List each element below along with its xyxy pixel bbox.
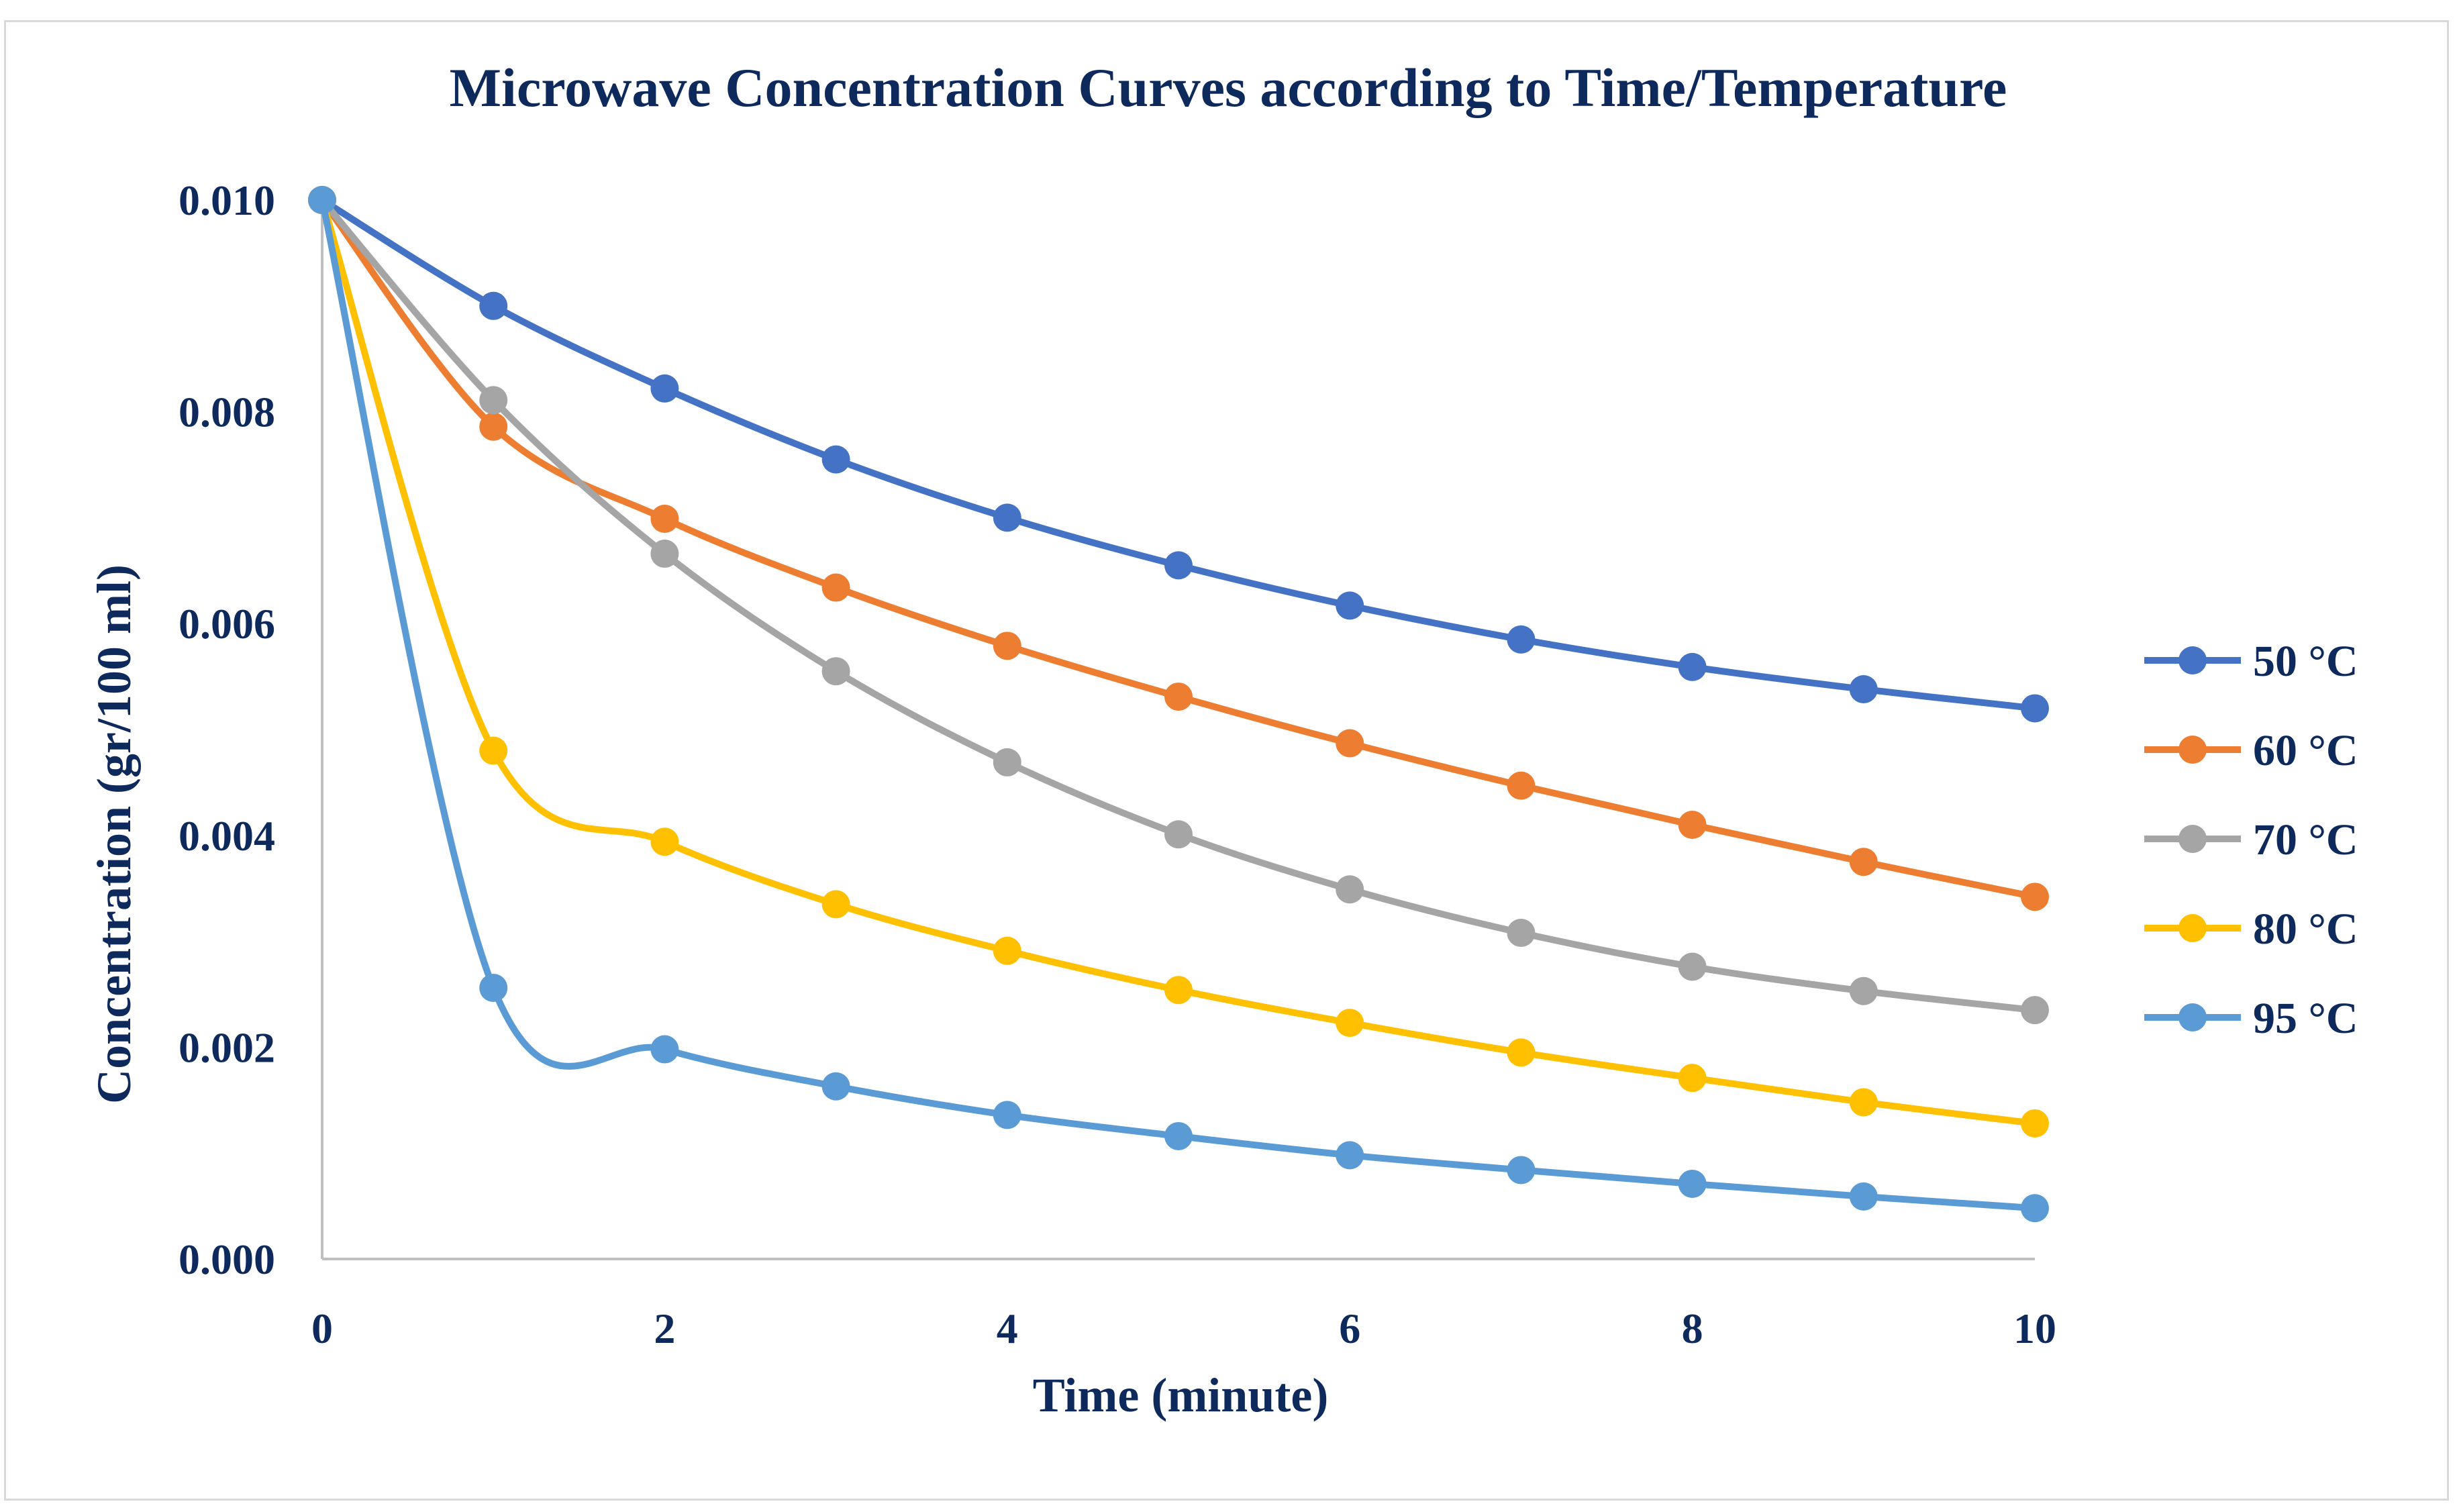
data-point (650, 1035, 679, 1064)
data-point (821, 657, 850, 686)
data-point (1336, 1141, 1364, 1170)
data-point (1507, 625, 1536, 654)
data-point (308, 186, 336, 214)
series-95-c (308, 186, 2049, 1223)
chart-svg: Microwave Concentration Curves according… (87, 57, 2358, 1422)
series-line (319, 197, 2038, 1127)
y-tick-label: 0.006 (179, 600, 275, 648)
legend-entry: 70 °C (2144, 815, 2358, 864)
series-70-c (308, 186, 2049, 1025)
legend-label: 50 °C (2253, 637, 2358, 686)
series-line (319, 197, 2038, 712)
x-tick-label: 2 (654, 1305, 675, 1352)
x-tick-label: 0 (311, 1305, 333, 1352)
x-axis-title: Time (minute) (1033, 1368, 1329, 1422)
y-axis-title: Concentration (gr/100 ml) (87, 564, 141, 1104)
x-tick-label: 8 (1682, 1305, 1703, 1352)
data-point (479, 736, 508, 765)
legend-swatch-marker (2178, 1003, 2207, 1031)
y-tick-label: 0.000 (179, 1236, 275, 1283)
data-point (650, 504, 679, 533)
legend-entry: 80 °C (2144, 905, 2358, 954)
data-point (1849, 675, 1878, 704)
data-point (1507, 918, 1536, 947)
data-point (479, 386, 508, 415)
x-tick-label: 4 (997, 1305, 1018, 1352)
data-point (1507, 771, 1536, 800)
series-line (319, 197, 2038, 1014)
data-point (2021, 996, 2049, 1025)
data-point (821, 445, 850, 474)
legend-swatch-marker (2178, 646, 2207, 674)
tick-labels: 0 2 4 6 8 10 0.000 0.002 0.004 0.006 0.008 0.010 (179, 177, 2056, 1352)
data-point (2021, 1109, 2049, 1138)
data-point (1507, 1038, 1536, 1067)
data-point (1678, 811, 1707, 840)
chart-frame: Microwave Concentration Curves according… (4, 20, 2449, 1501)
data-point (1336, 729, 1364, 758)
data-point (821, 890, 850, 919)
legend-swatch-marker (2178, 914, 2207, 942)
y-tick-label: 0.008 (179, 389, 275, 436)
data-point (1336, 875, 1364, 904)
data-point (479, 412, 508, 441)
data-point (1849, 848, 1878, 876)
axes-layer (321, 200, 2035, 1260)
data-point (650, 540, 679, 568)
data-point (1164, 820, 1193, 849)
data-point (1678, 1169, 1707, 1198)
legend-label: 60 °C (2253, 726, 2358, 775)
data-point (1507, 1156, 1536, 1185)
legend-entry: 50 °C (2144, 637, 2358, 686)
data-point (1849, 976, 1878, 1005)
legend-label: 70 °C (2253, 815, 2358, 864)
data-point (1849, 1088, 1878, 1117)
legend: 50 °C 60 °C 70 °C 80 °C 95 °C (2144, 637, 2358, 1043)
data-point (993, 1101, 1021, 1129)
legend-entry: 60 °C (2144, 726, 2358, 775)
legend-swatch-marker (2178, 736, 2207, 764)
chart-title: Microwave Concentration Curves according… (450, 57, 2007, 118)
y-tick-label: 0.002 (179, 1023, 275, 1071)
data-point (479, 291, 508, 320)
data-point (821, 573, 850, 602)
data-point (2021, 883, 2049, 911)
data-point (650, 374, 679, 403)
data-point (1336, 591, 1364, 620)
data-point (1678, 1064, 1707, 1093)
series-line (319, 197, 2038, 901)
legend-swatch-marker (2178, 825, 2207, 853)
data-point (1164, 683, 1193, 711)
legend-label: 95 °C (2253, 994, 2358, 1043)
data-point (993, 503, 1021, 532)
legend-label: 80 °C (2253, 905, 2358, 954)
data-point (1164, 976, 1193, 1005)
data-point (1164, 551, 1193, 580)
series-60-c (308, 186, 2049, 911)
data-point (1678, 652, 1707, 681)
data-point (2021, 694, 2049, 723)
data-point (1849, 1182, 1878, 1211)
x-tick-label: 10 (2013, 1305, 2056, 1352)
series-50-c (308, 186, 2049, 723)
data-point (993, 748, 1021, 776)
x-tick-label: 6 (1339, 1305, 1360, 1352)
y-tick-label: 0.004 (179, 812, 275, 860)
series-80-c (308, 186, 2049, 1138)
data-point (993, 936, 1021, 965)
data-point (1678, 952, 1707, 981)
data-point (650, 827, 679, 856)
data-point (1336, 1009, 1364, 1038)
y-tick-label: 0.010 (179, 177, 275, 224)
series-layer (308, 186, 2049, 1223)
data-point (821, 1072, 850, 1101)
data-point (1164, 1121, 1193, 1150)
data-point (2021, 1194, 2049, 1223)
legend-entry: 95 °C (2144, 994, 2358, 1043)
data-point (479, 974, 508, 1003)
data-point (993, 632, 1021, 660)
